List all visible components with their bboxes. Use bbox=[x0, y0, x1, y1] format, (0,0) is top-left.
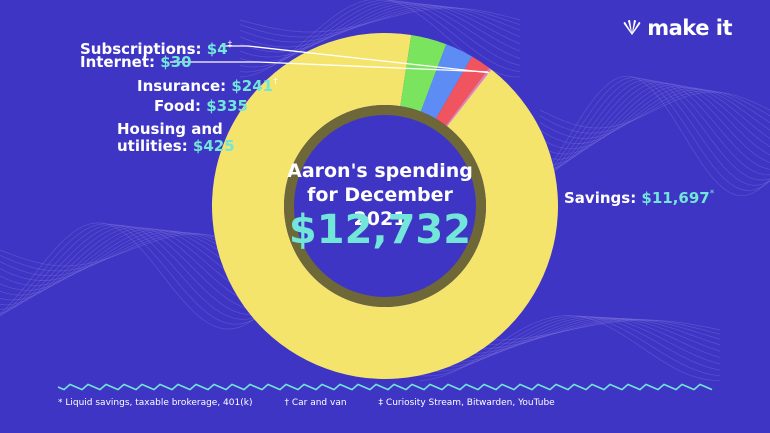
wave-mesh-top bbox=[239, 3, 521, 53]
chart-title: Aaron's spending for December 2021 bbox=[287, 160, 473, 230]
wave-mesh-left bbox=[0, 222, 261, 330]
wave-mesh-top bbox=[239, 7, 521, 33]
wave-mesh-bottom bbox=[419, 316, 721, 372]
slice-internet bbox=[445, 67, 492, 127]
wave-mesh-bottom bbox=[419, 315, 721, 381]
label-text: Insurance: bbox=[137, 77, 227, 95]
wave-mesh-top bbox=[239, 4, 521, 48]
brand-logo: make it bbox=[621, 16, 732, 40]
footnotes: * Liquid savings, taxable brokerage, 401… bbox=[58, 398, 555, 408]
wave-mesh-top bbox=[239, 0, 521, 68]
label-text: Subscriptions: bbox=[80, 40, 202, 58]
label-text: Savings: bbox=[564, 189, 637, 207]
wave-mesh-right bbox=[539, 83, 770, 165]
label-internet: Internet: $30 bbox=[80, 54, 192, 71]
label-savings: Savings: $11,697* bbox=[564, 186, 714, 207]
footnote-mark: ‡ bbox=[227, 40, 233, 50]
label-text-line1: Housing and bbox=[117, 120, 223, 138]
wave-mesh-right bbox=[539, 75, 770, 197]
wave-mesh-left bbox=[0, 228, 261, 296]
wave-mesh-right bbox=[539, 78, 770, 186]
slice-savings bbox=[211, 32, 558, 379]
wave-mesh-right bbox=[539, 77, 770, 191]
wave-mesh-top bbox=[239, 5, 521, 43]
wave-mesh-left bbox=[0, 227, 261, 301]
label-text: Food: bbox=[154, 97, 201, 115]
wave-mesh-right bbox=[539, 84, 770, 160]
label-value: $425 bbox=[192, 137, 235, 155]
wave-mesh-bottom bbox=[419, 317, 721, 363]
wave-mesh-top bbox=[239, 6, 521, 38]
footer-wave-divider bbox=[57, 383, 713, 391]
wave-mesh-right bbox=[539, 81, 770, 171]
footnote-savings: * Liquid savings, taxable brokerage, 401… bbox=[58, 398, 253, 408]
slice-subscriptions bbox=[447, 69, 492, 127]
wave-mesh-left bbox=[0, 224, 261, 320]
label-value: $241 bbox=[231, 77, 274, 95]
wave-mesh-right bbox=[539, 86, 770, 150]
wave-mesh-top bbox=[239, 2, 521, 58]
inner-ring bbox=[284, 105, 486, 307]
slice-food bbox=[420, 44, 473, 119]
label-value: $335 bbox=[206, 97, 248, 115]
wave-mesh-right bbox=[539, 90, 770, 134]
label-subscriptions: Subscriptions: $4‡ bbox=[80, 37, 232, 58]
label-text: utilities: bbox=[117, 137, 188, 155]
wave-mesh-top bbox=[239, 0, 521, 73]
label-insurance: Insurance: $241† bbox=[137, 74, 278, 95]
label-text: Internet: bbox=[80, 53, 156, 71]
peacock-icon bbox=[623, 20, 641, 35]
wave-mesh-top bbox=[239, 1, 521, 63]
wave-mesh-left bbox=[0, 230, 261, 286]
footnote-mark: * bbox=[709, 189, 715, 199]
leader-line-subscriptions bbox=[220, 45, 489, 74]
wave-mesh-bottom bbox=[419, 317, 721, 359]
footnote-insurance: † Car and van bbox=[284, 398, 347, 408]
wave-mesh-left bbox=[0, 225, 261, 311]
wave-mesh-right bbox=[539, 88, 770, 144]
label-food: Food: $335 bbox=[154, 98, 248, 115]
label-value: $11,697 bbox=[641, 189, 710, 207]
label-housing: Housing and utilities: $425 bbox=[117, 121, 235, 155]
leader-line-internet bbox=[170, 61, 488, 73]
wave-mesh-left bbox=[0, 225, 261, 315]
wave-mesh-left bbox=[0, 226, 261, 306]
wave-mesh-left bbox=[0, 223, 261, 325]
label-value: $4 bbox=[206, 40, 228, 58]
wave-mesh-bottom bbox=[419, 316, 721, 368]
label-text-line2: utilities: $425 bbox=[117, 138, 235, 155]
brand-name: make it bbox=[647, 16, 732, 40]
wave-mesh-right bbox=[539, 85, 770, 155]
wave-mesh-right bbox=[539, 79, 770, 181]
footnote-subscriptions: ‡ Curiosity Stream, Bitwarden, YouTube bbox=[378, 398, 555, 408]
wave-mesh-right bbox=[539, 91, 770, 129]
slice-housing-and-utilities bbox=[400, 35, 447, 112]
wave-mesh-right bbox=[539, 80, 770, 176]
footnote-mark: † bbox=[273, 77, 278, 87]
label-value: $30 bbox=[160, 53, 192, 71]
wave-mesh-left bbox=[0, 229, 261, 291]
wave-mesh-right bbox=[539, 89, 770, 139]
chart-total: $12,732 bbox=[288, 207, 472, 253]
wave-mesh-bottom bbox=[419, 315, 721, 377]
slice-insurance bbox=[435, 56, 490, 126]
